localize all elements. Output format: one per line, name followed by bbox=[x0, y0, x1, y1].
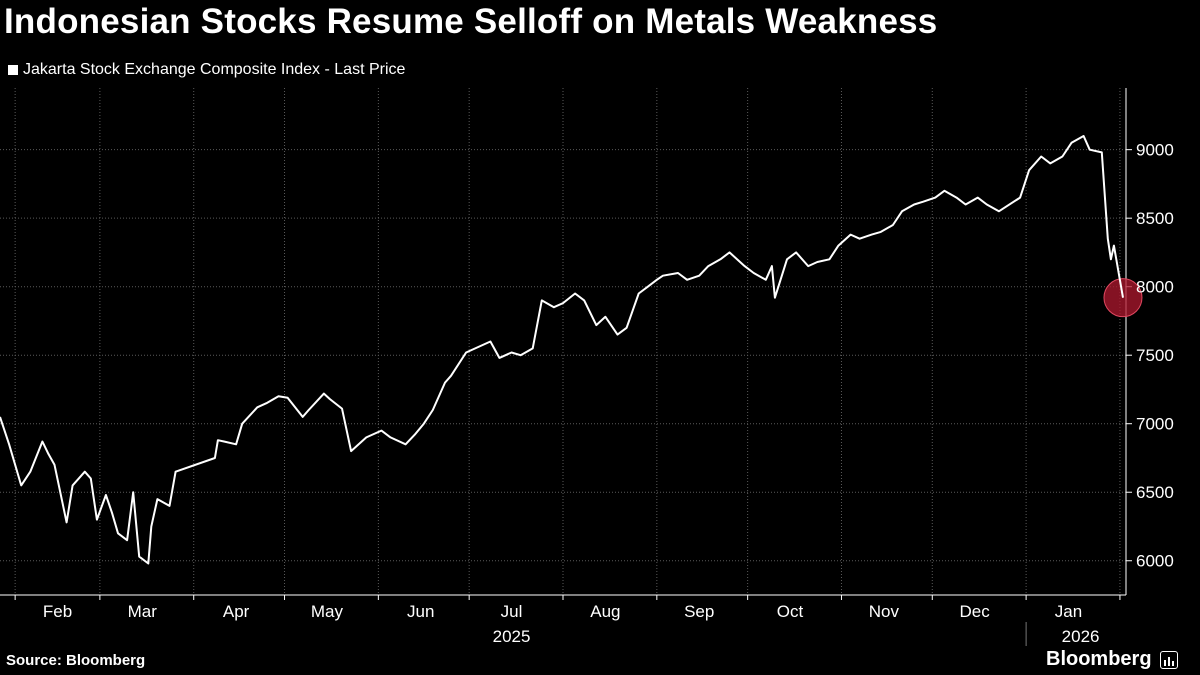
x-tick-label: Feb bbox=[43, 602, 72, 621]
y-tick-label: 7000 bbox=[1136, 415, 1174, 434]
y-tick-label: 6500 bbox=[1136, 483, 1174, 502]
x-tick-label: Apr bbox=[223, 602, 250, 621]
y-tick-label: 8000 bbox=[1136, 278, 1174, 297]
legend-label: Jakarta Stock Exchange Composite Index -… bbox=[23, 61, 406, 78]
legend-swatch bbox=[8, 65, 18, 75]
chart-title: Indonesian Stocks Resume Selloff on Meta… bbox=[4, 2, 938, 41]
chart-icon bbox=[1159, 650, 1178, 669]
x-tick-label: Nov bbox=[869, 602, 900, 621]
series-line bbox=[0, 135, 1124, 565]
x-tick-label: May bbox=[311, 602, 344, 621]
x-tick-label: Jun bbox=[407, 602, 434, 621]
axis-labels: 6000 6500 7000 7500 8000 8500 9000 Feb Mar Apr May… bbox=[43, 141, 1174, 646]
x-tick-label: Aug bbox=[590, 602, 620, 621]
brand-name: Bloomberg bbox=[1046, 648, 1152, 670]
y-tick-label: 7500 bbox=[1136, 346, 1174, 365]
axes bbox=[0, 88, 1132, 646]
x-tick-label: Jul bbox=[501, 602, 523, 621]
series-layer bbox=[0, 135, 1143, 565]
grid-lines bbox=[0, 88, 1126, 595]
y-tick-label: 9000 bbox=[1136, 141, 1174, 160]
x-tick-label: Mar bbox=[128, 602, 158, 621]
x-tick-label: Sep bbox=[684, 602, 714, 621]
year-label: 2025 bbox=[493, 627, 531, 646]
bloomberg-logo: Bloomberg bbox=[1046, 648, 1178, 671]
y-tick-label: 6000 bbox=[1136, 552, 1174, 571]
source-note: Source: Bloomberg bbox=[6, 652, 146, 669]
year-label: 2026 bbox=[1062, 627, 1100, 646]
legend: Jakarta Stock Exchange Composite Index -… bbox=[8, 61, 405, 79]
x-tick-label: Dec bbox=[960, 602, 991, 621]
x-tick-label: Oct bbox=[777, 602, 804, 621]
y-tick-label: 8500 bbox=[1136, 209, 1174, 228]
x-tick-label: Jan bbox=[1055, 602, 1082, 621]
